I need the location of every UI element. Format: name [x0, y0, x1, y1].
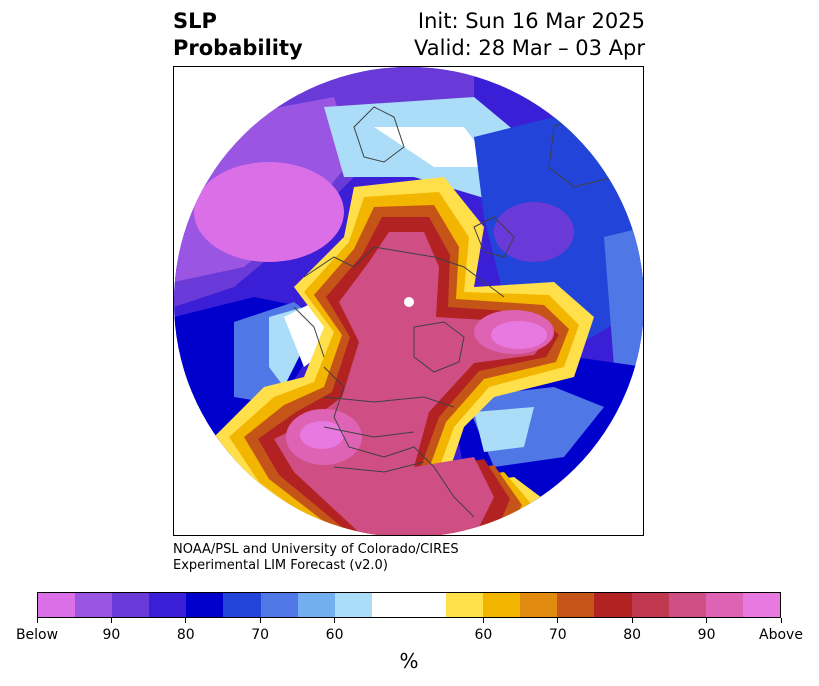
colorbar-tick-label: 80: [623, 627, 642, 643]
colorbar-tick: [706, 618, 708, 623]
colorbar-unit-label: %: [399, 649, 419, 673]
colorbar-cell: [297, 593, 335, 617]
colorbar-tick: [631, 618, 633, 623]
map-title: SLP Probability: [173, 8, 303, 62]
colorbar-cell: [371, 593, 409, 617]
colorbar-tick: [482, 618, 484, 623]
colorbar-cell: [38, 593, 76, 617]
valid-date-range: Valid: 28 Mar – 03 Apr: [414, 36, 645, 60]
polar-map: [173, 66, 644, 536]
colorbar-tick: [185, 618, 187, 623]
colorbar-cell: [520, 593, 558, 617]
credit: NOAA/PSL and University of Colorado/CIRE…: [173, 542, 459, 574]
colorbar-cell: [668, 593, 706, 617]
coastlines: [293, 106, 625, 518]
probability-field: [174, 67, 643, 535]
probability-map-svg: [174, 67, 643, 535]
colorbar-tick-label: 60: [474, 627, 493, 643]
colorbar-tick: [259, 618, 261, 623]
colorbar-tick-label: 90: [102, 627, 121, 643]
colorbar: [37, 592, 781, 618]
title-line-1: SLP: [173, 9, 217, 33]
init-date: Init: Sun 16 Mar 2025: [417, 9, 645, 33]
colorbar-tick: [780, 618, 782, 623]
colorbar-tick-label: Above: [759, 627, 803, 643]
colorbar-tick-label: 80: [176, 627, 195, 643]
siberia-above-region: [491, 321, 547, 349]
colorbar-cell: [408, 593, 447, 617]
colorbar-cell: [223, 593, 261, 617]
colorbar-cell: [483, 593, 521, 617]
colorbar-tick-label: 70: [251, 627, 270, 643]
colorbar-cell: [557, 593, 595, 617]
north-pole-marker: [404, 297, 414, 307]
colorbar-tick: [557, 618, 559, 623]
colorbar-tick-label: 60: [325, 627, 344, 643]
colorbar-tick-label: 90: [697, 627, 716, 643]
colorbar-tick-label: Below: [15, 627, 59, 643]
title-line-2: Probability: [173, 36, 303, 60]
colorbar-cell: [446, 593, 484, 617]
colorbar-cell: [75, 593, 113, 617]
colorbar-tick: [110, 618, 112, 623]
colorbar-cell: [631, 593, 669, 617]
colorbar-cell: [186, 593, 224, 617]
colorbar-cell: [705, 593, 743, 617]
colorbar-tick: [36, 618, 38, 623]
colorbar-tick-label: 70: [548, 627, 567, 643]
forecast-dates: Init: Sun 16 Mar 2025 Valid: 28 Mar – 03…: [414, 8, 645, 62]
colorbar-cell: [149, 593, 187, 617]
colorbar-cell: [594, 593, 632, 617]
credit-line-1: NOAA/PSL and University of Colorado/CIRE…: [173, 542, 459, 557]
north-pacific-below-region: [194, 162, 344, 262]
colorbar-cell: [260, 593, 298, 617]
colorbar-cell: [112, 593, 150, 617]
colorbar-cell: [334, 593, 372, 617]
colorbar-tick: [334, 618, 336, 623]
colorbar-cell: [742, 593, 780, 617]
credit-line-2: Experimental LIM Forecast (v2.0): [173, 558, 388, 573]
